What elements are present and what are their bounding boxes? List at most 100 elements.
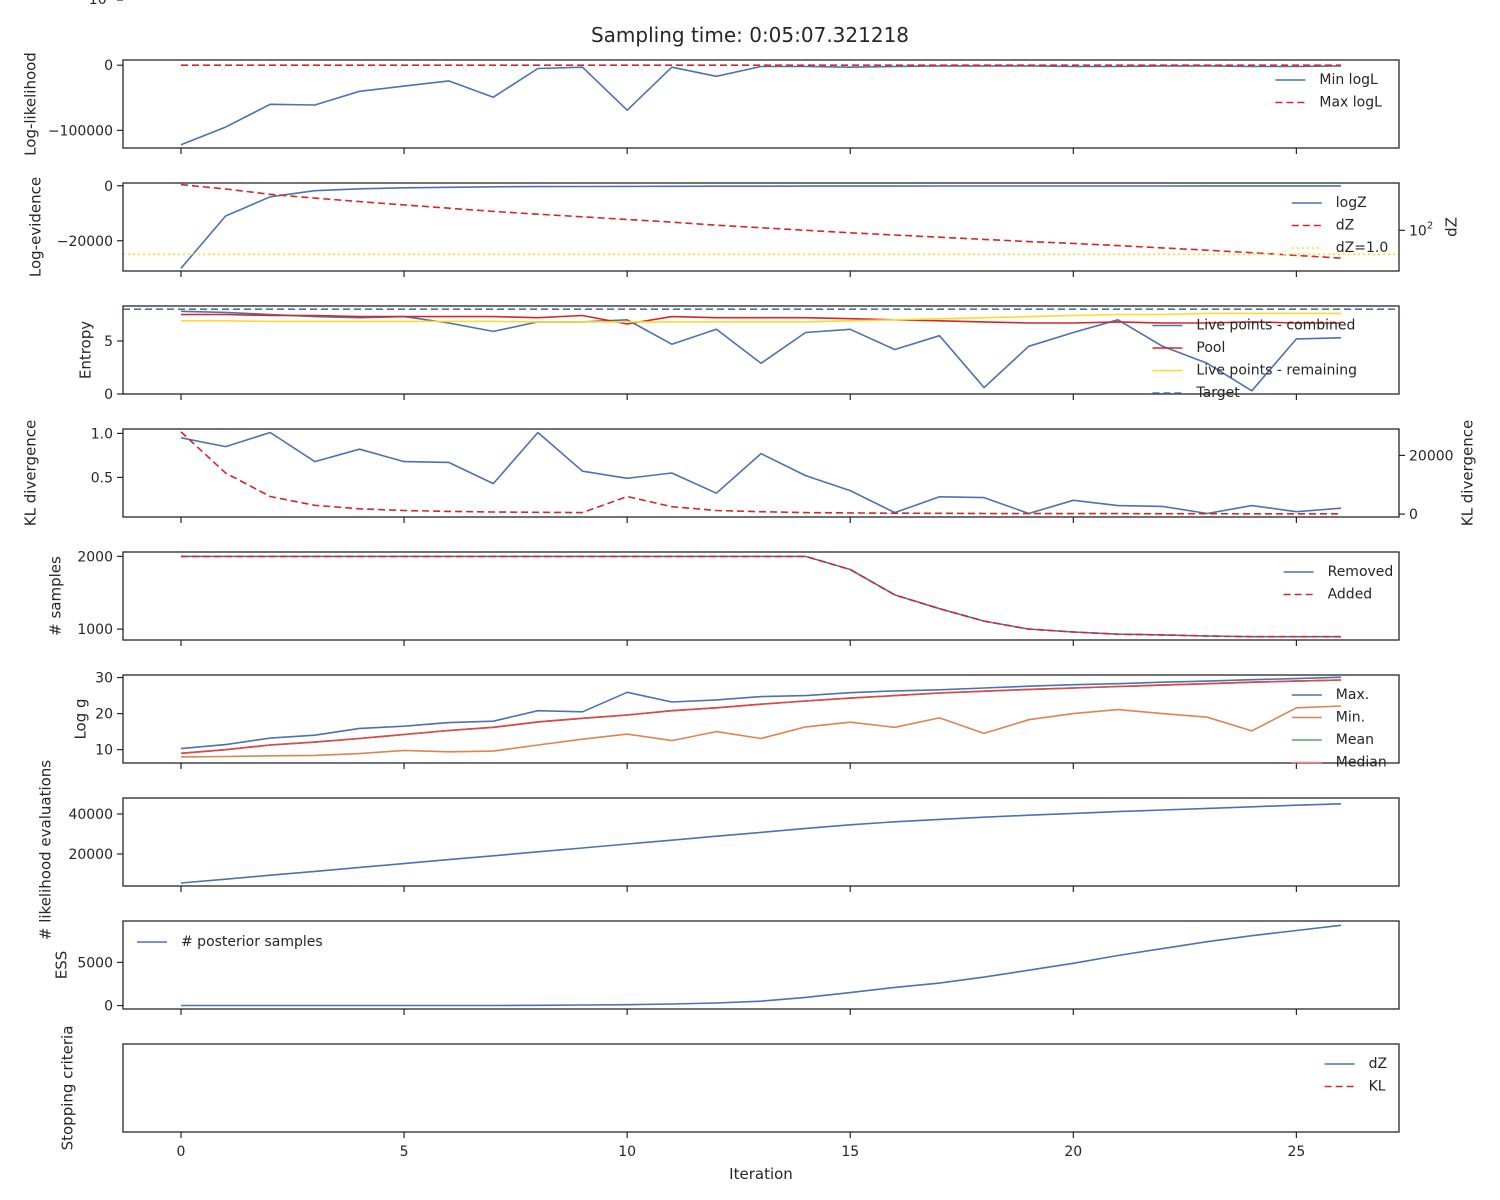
y-tick-label: 2000 [77,549,113,565]
series-dz [180,183,1342,259]
panel-5: 1000 2000 # samples Removed Added [47,549,1400,646]
y-tick-label: 1000 [77,622,113,638]
series-lines [180,676,1342,758]
x-tick-label: 20 [1064,1144,1082,1160]
y-tick-label: 0 [104,387,113,403]
series-mean [180,679,1342,755]
x-tick-label: 5 [400,1144,409,1160]
y-tick-label: 5 [104,334,113,350]
series-median [180,679,1342,755]
series-line-0 [180,803,1342,884]
y2-tick-label: 20000 [1409,448,1454,464]
axes-frame [122,551,1400,641]
panel-9: 102 0 5 10 15 20 25 Stopping criteria dZ KL [59,0,1400,1160]
axes-frame [122,1043,1400,1133]
y-axis-label: Stopping criteria [59,1026,77,1151]
figure-title: Sampling time: 0:05:07.321218 [591,23,909,47]
legend-label: Removed [1328,564,1394,580]
legend-label: Pool [1196,340,1225,356]
series-removed [181,555,1341,638]
panel-7: 20000 40000 # likelihood evaluations [37,760,1400,940]
legend: Removed Added [1283,564,1394,603]
legend-label: Max logL [1319,95,1382,111]
legend: Min logL Max logL [1275,72,1382,111]
x-tick-label: 25 [1287,1144,1305,1160]
series-lines [123,308,1399,392]
y-tick-label: −100000 [48,123,113,139]
series-kl-divergence [180,431,1341,515]
legend: logZ dZ dZ=1.0 [1291,195,1388,256]
legend-label: Min logL [1319,72,1378,88]
x-tick-label: 15 [841,1144,859,1160]
y-tick-label: 20000 [68,847,113,863]
y-tick-label: 5000 [77,955,113,971]
series-lines [180,431,1342,515]
axes-frame [122,428,1400,518]
legend-label: Live points - remaining [1196,363,1357,379]
axes-frame [122,674,1400,764]
legend-label: Target [1195,385,1240,401]
y-tick-label: 30 [95,671,113,687]
y-tick-label: 0 [104,179,113,195]
y-axis-label: Log-evidence [27,177,45,277]
legend-label: dZ [1336,218,1354,234]
legend-label: Max. [1336,687,1369,703]
y-axis-label: Log g [72,698,90,739]
series-lines [181,555,1341,638]
legend-label: # posterior samples [181,934,323,950]
y2-tick-label: 0 [1409,507,1418,523]
legend-label: Min. [1336,710,1365,726]
legend-label: dZ [1369,1056,1387,1072]
legend-label: Added [1328,587,1373,603]
y-tick-label: 1.0 [91,426,113,442]
panel-8: 0 5000 ESS # posterior samples [53,920,1400,1015]
series-lines [181,924,1342,1007]
series-lines [180,64,1342,146]
y-axis-label: KL divergence [22,420,40,526]
y2-axis-label: KL divergence [1459,420,1477,526]
x-axis-label: Iteration [729,1165,793,1183]
series-max [180,676,1342,750]
axes-frame [122,59,1400,149]
y-axis-label: ESS [53,951,71,980]
series-live-points-remaining [181,312,1341,323]
y-axis-label: # samples [47,556,65,636]
y2-axis-label: dZ [1443,217,1461,237]
panel-4: 0.5 1.0 0 20000 KL divergence KL divergence [22,420,1477,526]
legend: Live points - combined Pool Live points - … [1152,318,1357,401]
legend: Max. Min. Mean Median [1291,687,1387,771]
y-axis-label: Entropy [77,321,95,379]
panel-2: 0 −20000 102 Log-evidence dZ logZ dZ dZ=1.0 [27,177,1461,277]
y-tick-label: 10 [95,743,113,759]
series-pool [181,313,1341,325]
y-tick-label: −20000 [57,234,113,250]
panel-6: 10 20 30 Log g Max. Min. Mean Median [72,671,1400,771]
y-tick-label: 20 [95,707,113,723]
series-min-logl [180,65,1342,146]
series-lines [123,183,1399,269]
series-logz [180,185,1341,269]
legend-label: KL [1369,1079,1386,1095]
y-tick-label: 0.5 [91,470,113,486]
legend-label: logZ [1336,195,1367,211]
y-tick-label: 0 [104,999,113,1015]
series-posterior-samples [181,924,1342,1007]
x-tick-label: 0 [177,1144,186,1160]
y2-tick-label: 102 [1409,220,1433,239]
legend-label: dZ=1.0 [1336,240,1388,256]
y-axis-label: Log-likelihood [22,52,40,156]
axes-frame [122,305,1400,395]
series-line-4 [180,679,1342,755]
legend: # posterior samples [137,934,323,950]
y-tick-label: 102 [89,0,113,8]
axes-frame [122,797,1400,887]
axes-frame [122,182,1400,272]
axes-frame [122,920,1400,1010]
series-added [181,555,1341,638]
y-tick-label: 40000 [68,807,113,823]
y-tick-label: 0 [104,58,113,74]
series-kl-divergence [180,431,1342,515]
panels: 0 −100000 Log-likelihood Min logL Max logL 0 −… [22,0,1477,1160]
legend-label: Mean [1336,732,1374,748]
